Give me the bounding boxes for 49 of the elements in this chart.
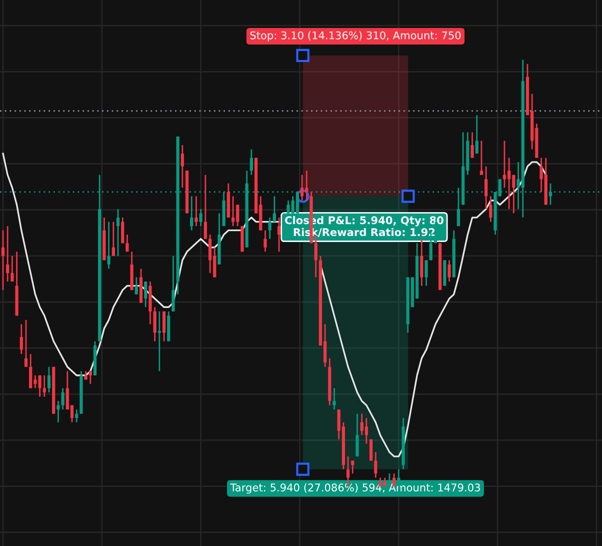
candlestick [268,216,272,240]
candlestick [121,216,124,244]
candlestick [277,216,281,252]
candlestick [190,196,194,232]
candlestick [107,221,110,270]
candlestick [208,234,212,274]
candlestick [489,196,492,223]
candlestick [480,140,484,176]
candlestick [300,174,304,202]
candlestick [351,460,354,474]
candlestick [332,387,336,410]
candlestick [61,387,64,410]
candlestick [134,276,138,296]
candlestick [420,238,424,286]
candlestick [470,132,474,159]
candlestick [88,370,92,385]
candlestick [231,196,235,227]
candlestick [75,408,78,423]
candlestick [6,225,10,282]
candlestick [24,319,28,368]
candlestick [250,148,253,176]
candlestick [56,400,60,423]
candlestick [116,208,120,257]
band-label: Stop: 3.10 (14.136%) 310, Amount: 750 [250,31,461,42]
candlestick [194,196,198,227]
candlestick [475,114,478,154]
candlestick [112,221,115,257]
candlestick [144,280,148,308]
candlestick [20,323,23,355]
candlestick [153,306,156,342]
candlestick [199,208,202,227]
candlestick [162,310,166,342]
candlestick [364,417,368,444]
candlestick [126,234,129,252]
candlestick [356,413,359,458]
candlestick [47,366,51,394]
candlestick [1,230,5,291]
candlestick [180,144,184,188]
candlestick [484,166,488,210]
candlestick [172,255,175,312]
candlestick [448,260,451,282]
candlestick [424,260,428,286]
candlestick [204,174,207,240]
candlestick [272,196,276,223]
candlestick [10,255,14,282]
candlestick [42,374,46,398]
candlestick [264,230,267,252]
candlestick [374,451,378,478]
candlestick [502,140,506,188]
